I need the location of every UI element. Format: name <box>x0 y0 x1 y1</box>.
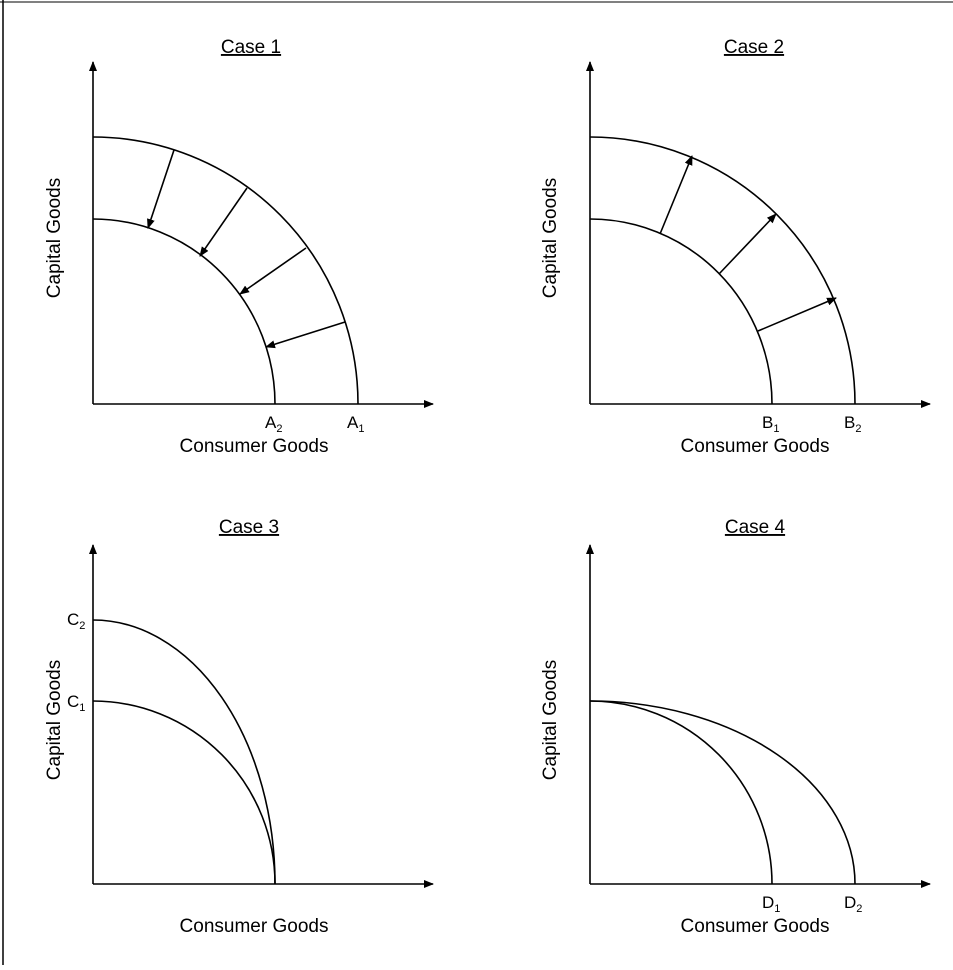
y-axis-label: Capital Goods <box>44 178 65 298</box>
outer-ppf-curve <box>589 700 856 885</box>
panel-title: Case 2 <box>724 37 784 58</box>
shift-arrow <box>147 149 175 229</box>
y-point-label-c2: C2 <box>67 610 85 632</box>
shift-arrow <box>199 187 248 257</box>
panel-title: Case 4 <box>725 517 786 538</box>
x-point-label-a2: A2 <box>265 413 282 435</box>
shift-arrow <box>659 155 693 235</box>
x-point-label-a1: A1 <box>347 413 364 435</box>
panel-case-2: Case 2 Capital Goods Consumer Goods B1 B… <box>540 37 931 457</box>
y-point-label-c1: C1 <box>67 692 85 714</box>
panel-title: Case 1 <box>221 37 281 58</box>
shift-arrow <box>265 321 346 349</box>
x-axis-label: Consumer Goods <box>681 436 830 457</box>
shift-arrow <box>718 213 777 275</box>
shift-arrow <box>757 297 837 332</box>
x-axis-label: Consumer Goods <box>180 916 329 937</box>
y-axis-label: Capital Goods <box>540 178 561 298</box>
shift-arrow <box>239 247 307 295</box>
outer-ppf-curve <box>92 619 276 885</box>
x-point-label-d1: D1 <box>762 893 780 915</box>
panel-case-3: Case 3 Capital Goods Consumer Goods C2 C… <box>44 517 434 937</box>
x-point-label-b2: B2 <box>844 413 861 435</box>
y-axis-label: Capital Goods <box>540 660 561 780</box>
x-point-label-d2: D2 <box>844 893 862 915</box>
panel-case-4: Case 4 Capital Goods Consumer Goods D1 D… <box>540 517 931 937</box>
inner-ppf-curve <box>589 700 773 885</box>
y-axis-label: Capital Goods <box>44 660 65 780</box>
outer-ppf-curve <box>589 136 856 405</box>
x-point-label-b1: B1 <box>762 413 779 435</box>
x-axis-label: Consumer Goods <box>180 436 329 457</box>
panel-title: Case 3 <box>219 517 279 538</box>
inner-ppf-curve <box>92 218 276 405</box>
inner-ppf-curve <box>92 700 276 885</box>
panel-case-1: Case 1 Capital Goods Consumer Goods A2 A… <box>44 37 434 457</box>
outer-ppf-curve <box>92 136 359 405</box>
x-axis-label: Consumer Goods <box>681 916 830 937</box>
